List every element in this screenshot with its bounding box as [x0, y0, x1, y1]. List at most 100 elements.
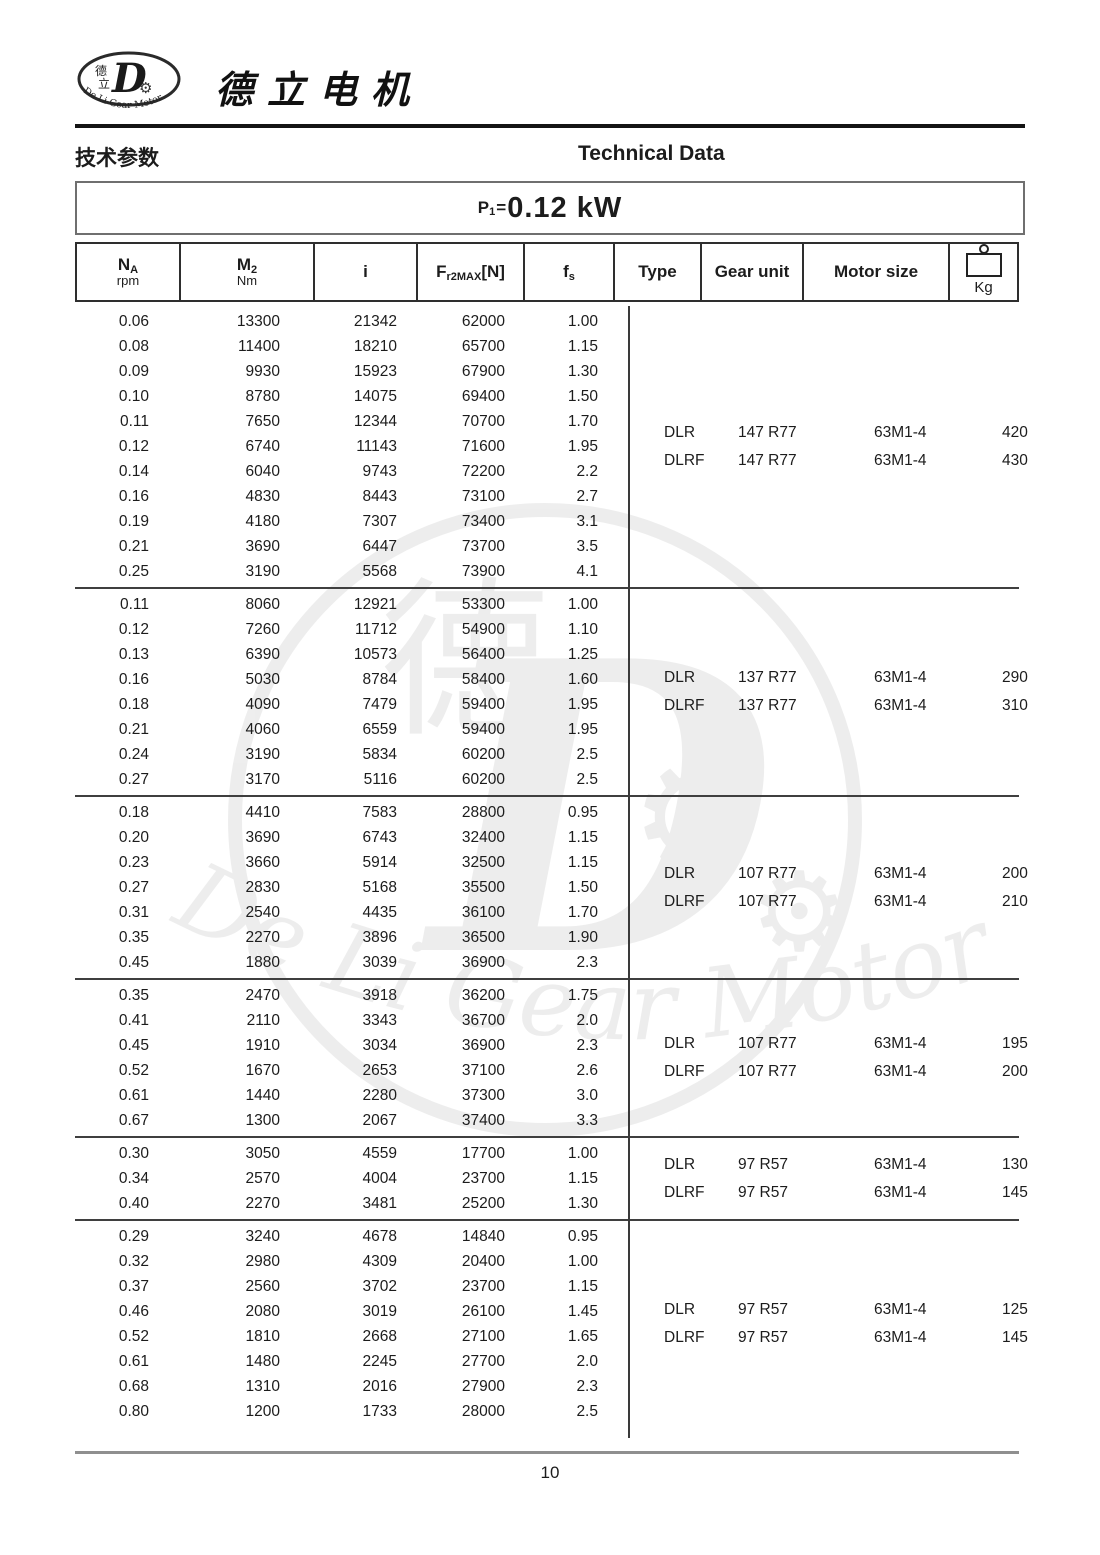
table-row: 0.21 4060 6559 59400 1.95	[75, 717, 628, 742]
motor-size-value: 63M1-4	[874, 1063, 927, 1080]
i-value: 15923	[353, 363, 397, 380]
m2-value: 13300	[236, 313, 280, 330]
fr2max-value: 26100	[461, 1303, 505, 1320]
col-motor-size-label: Motor size	[833, 262, 919, 282]
na-value: 0.27	[118, 771, 149, 788]
table-row: 0.35 2470 3918 36200 1.75	[75, 983, 628, 1008]
table-row: 0.10 8780 14075 69400 1.50	[75, 384, 628, 409]
motor-size-value: 63M1-4	[874, 423, 927, 441]
table-row: 0.27 2830 5168 35500 1.50	[75, 875, 628, 900]
m2-value: 1300	[245, 1112, 280, 1129]
type-value: DLR	[664, 1155, 696, 1173]
fr2max-value: 27700	[461, 1353, 505, 1370]
table-row: 0.24 3190 5834 60200 2.5	[75, 742, 628, 767]
fs-value: 1.15	[567, 1170, 598, 1187]
table-row: 0.27 3170 5116 60200 2.5	[75, 767, 628, 792]
variant-row: DLR 107 R77 63M1-4 195	[628, 1030, 1028, 1058]
fs-value: 2.6	[576, 1062, 598, 1079]
table-row: 0.19 4180 7307 73400 3.1	[75, 509, 628, 534]
table-row: 0.09 9930 15923 67900 1.30	[75, 359, 628, 384]
na-value: 0.27	[118, 879, 149, 896]
kg-value: 420	[1002, 423, 1028, 441]
logo-zh-top: 德	[95, 63, 107, 78]
table-section: 0.29 3240 4678 14840 0.95 0.32 2980 4309 20400 1.…	[75, 1219, 1028, 1451]
fs-value: 1.15	[567, 829, 598, 846]
fs-value: 1.70	[567, 904, 598, 921]
fs-value: 3.3	[576, 1112, 598, 1129]
fr2max-value: 60200	[461, 771, 505, 788]
variants-block: DLR 97 R57 63M1-4 130 DLRF 97 R57 63M1-4 145	[628, 1151, 1028, 1207]
fr2max-value: 54900	[461, 621, 505, 638]
motor-size-value: 63M1-4	[874, 451, 927, 469]
fr2max-value: 36500	[461, 929, 505, 946]
fs-value: 1.00	[567, 596, 598, 613]
na-value: 0.52	[118, 1062, 149, 1079]
section-variants: DLR 107 R77 63M1-4 200 DLRF 107 R77 63M1-4 210	[628, 800, 1028, 975]
fs-value: 1.30	[567, 363, 598, 380]
na-value: 0.23	[118, 854, 149, 871]
table-row: 0.11 7650 12344 70700 1.70	[75, 409, 628, 434]
fr2max-value: 60200	[461, 746, 505, 763]
gear-unit-value: 107 R77	[738, 1063, 797, 1080]
m2-value: 7650	[245, 413, 280, 430]
fr2max-value: 23700	[461, 1278, 505, 1295]
m2-value: 1910	[245, 1037, 280, 1054]
table-row: 0.45 1880 3039 36900 2.3	[75, 950, 628, 975]
col-header-i: i	[315, 244, 418, 300]
fs-value: 3.1	[576, 513, 598, 530]
m2-value: 3050	[245, 1145, 280, 1162]
gear-unit-value: 97 R57	[738, 1329, 788, 1346]
type-value: DLR	[664, 1301, 696, 1318]
fs-value: 4.1	[576, 563, 598, 580]
power-symbol: P	[477, 198, 490, 217]
table-header: NA rpm M2 Nm i Fr2MAX[N] fs Type Gear un…	[75, 242, 1019, 302]
variants-block: DLR 107 R77 63M1-4 195 DLRF 107 R77 63M1-4 200	[628, 1030, 1028, 1086]
col-header-motor-size: Motor size	[804, 244, 950, 300]
m2-value: 2080	[245, 1303, 280, 1320]
na-value: 0.08	[118, 338, 149, 355]
variant-row: DLR 107 R77 63M1-4 200	[628, 860, 1028, 888]
section-data-rows: 0.18 4410 7583 28800 0.95 0.20 3690 6743 32400 1.…	[75, 800, 628, 975]
weight-icon	[965, 244, 1002, 278]
fr2max-value: 67900	[461, 363, 505, 380]
m2-value: 3190	[245, 746, 280, 763]
kg-value: 310	[1002, 697, 1028, 714]
title-zh: 技术参数	[75, 147, 159, 170]
i-value: 12921	[353, 596, 397, 613]
kg-value: 195	[1002, 1035, 1028, 1052]
m2-value: 3660	[245, 854, 280, 871]
section-variants: DLR 97 R57 63M1-4 125 DLRF 97 R57 63M1-4 145	[628, 1224, 1028, 1424]
fs-value: 2.5	[576, 746, 598, 763]
fr2max-value: 37100	[461, 1062, 505, 1079]
fr2max-value: 27900	[461, 1378, 505, 1395]
i-value: 18210	[353, 338, 397, 355]
table-row: 0.20 3690 6743 32400 1.15	[75, 825, 628, 850]
m2-value: 6040	[245, 463, 280, 480]
fs-value: 2.7	[576, 488, 598, 505]
na-value: 0.67	[118, 1112, 149, 1129]
fr2max-value: 20400	[461, 1253, 505, 1270]
col-fr-sub: r2MAX	[446, 271, 482, 284]
variant-row: DLR 97 R57 63M1-4 130	[628, 1151, 1028, 1179]
fr2max-value: 73100	[461, 488, 505, 505]
type-value: DLRF	[664, 451, 705, 469]
motor-size-value: 63M1-4	[874, 669, 927, 686]
i-value: 11712	[355, 621, 397, 638]
section-variants: DLR 107 R77 63M1-4 195 DLRF 107 R77 63M1-4 200	[628, 983, 1028, 1133]
section-variants: DLR 137 R77 63M1-4 290 DLRF 137 R77 63M1-4 310	[628, 592, 1028, 792]
kg-value: 145	[1002, 1183, 1028, 1201]
header-rule	[75, 124, 1025, 128]
fs-value: 1.45	[567, 1303, 598, 1320]
table-row: 0.31 2540 4435 36100 1.70	[75, 900, 628, 925]
col-na-symbol: N	[117, 254, 131, 274]
fr2max-value: 28800	[461, 804, 505, 821]
col-header-fr2max: Fr2MAX[N]	[418, 244, 525, 300]
m2-value: 7260	[245, 621, 280, 638]
na-value: 0.45	[118, 1037, 149, 1054]
motor-size-value: 63M1-4	[874, 1183, 927, 1201]
na-value: 0.18	[118, 804, 149, 821]
fs-value: 1.00	[567, 1253, 598, 1270]
kg-value: 430	[1002, 451, 1028, 469]
table-row: 0.37 2560 3702 23700 1.15	[75, 1274, 628, 1299]
